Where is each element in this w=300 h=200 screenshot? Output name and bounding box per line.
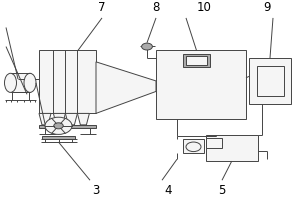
Polygon shape [96,62,156,113]
Circle shape [45,117,72,134]
Ellipse shape [24,73,36,92]
Circle shape [54,123,63,129]
Bar [249,58,291,104]
Polygon shape [53,113,65,125]
Bar [39,50,96,113]
Ellipse shape [4,73,16,92]
Text: 3: 3 [92,184,100,197]
Bar [186,56,207,65]
Bar [206,135,258,161]
Bar [11,73,30,92]
Text: 4: 4 [164,184,172,197]
Circle shape [142,43,152,50]
Bar [256,66,284,96]
Bar [42,136,75,139]
Bar [183,54,210,67]
Polygon shape [39,113,51,125]
Bar [39,125,96,128]
Text: 8: 8 [152,1,160,14]
Bar [11,73,30,92]
Text: 5: 5 [218,184,226,197]
Text: 10: 10 [196,1,211,14]
Circle shape [186,142,201,152]
Bar [183,139,204,153]
Text: 7: 7 [98,1,106,14]
Bar [156,50,246,119]
Polygon shape [77,113,89,125]
Bar [206,138,222,148]
Polygon shape [65,113,77,125]
Text: 9: 9 [263,1,271,14]
